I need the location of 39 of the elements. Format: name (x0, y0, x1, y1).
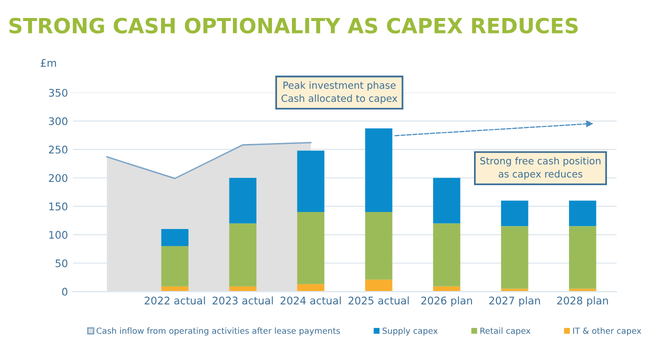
y-tick-label: 50 (56, 259, 68, 268)
legend-label: IT & other capex (573, 327, 642, 336)
chart-title: STRONG CASH OPTIONALITY AS CAPEX REDUCES (9, 18, 578, 34)
bar (229, 178, 256, 224)
x-tick-label: 2024 actual (280, 296, 341, 304)
bar (365, 212, 392, 280)
y-tick-label: 150 (49, 202, 68, 210)
legend-label: Cash inflow from operating activities after lease payments (96, 327, 340, 336)
bar (501, 200, 528, 226)
x-tick-label: 2023 actual (212, 296, 273, 304)
x-tick-label: 2027 plan (489, 296, 540, 306)
bar (297, 212, 324, 284)
x-tick-label: 2028 plan (557, 296, 608, 306)
bar (433, 223, 460, 286)
bar (161, 246, 188, 286)
y-tick-label: 100 (49, 230, 68, 239)
bar (501, 226, 528, 289)
y-tick-label: 350 (48, 88, 68, 97)
y-axis-title: £m (40, 59, 56, 67)
bar (297, 284, 324, 292)
y-tick-label: 200 (48, 174, 68, 182)
bar (569, 226, 596, 289)
bar (161, 229, 188, 246)
y-tick-label: 250 (48, 146, 68, 154)
annotation: Strong free cash position as capex reduces (480, 156, 600, 180)
legend-label: Retail capex (480, 327, 530, 336)
y-tick-label: 0 (62, 288, 68, 296)
legend-label: Supply capex (382, 327, 438, 336)
bar (365, 128, 392, 212)
x-tick-label: 2022 actual (144, 296, 205, 304)
x-tick-label: 2026 plan (421, 296, 472, 306)
bar (365, 280, 392, 292)
bar (297, 150, 324, 212)
bar (569, 200, 596, 226)
annotation: Peak investment phase Cash allocated to capex (282, 81, 398, 104)
x-tick-label: 2025 actual (348, 296, 409, 304)
bar (433, 178, 460, 224)
bar (229, 223, 256, 286)
y-tick-label: 300 (48, 117, 68, 126)
